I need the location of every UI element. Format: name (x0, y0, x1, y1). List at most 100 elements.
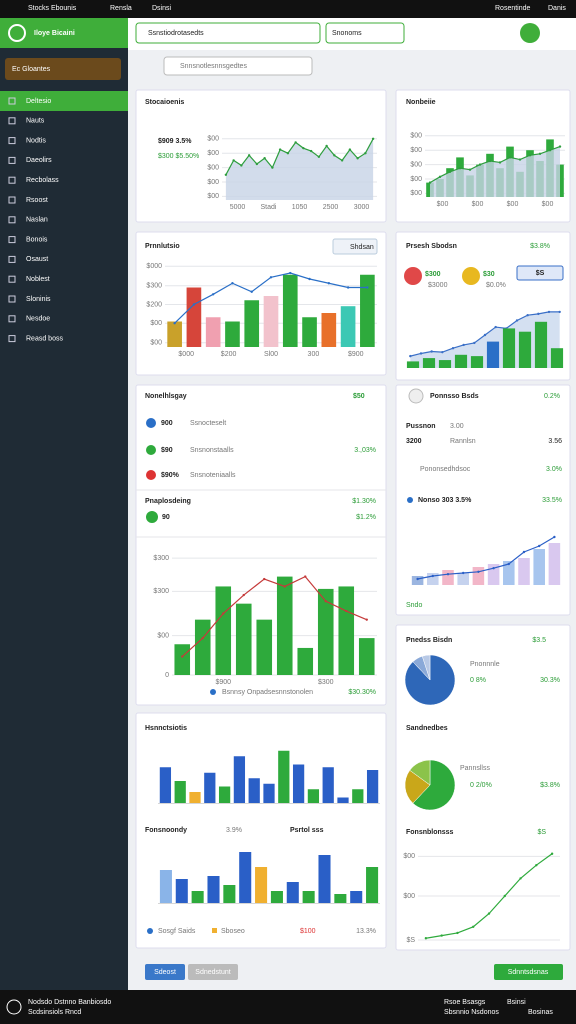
menu-item: Daeolirs (26, 157, 52, 164)
label: $909 3.5% (158, 138, 192, 145)
badge (462, 267, 480, 285)
brand-bar (0, 18, 128, 48)
bar (321, 313, 337, 347)
row-value: 900 (161, 420, 173, 427)
legend-dot (212, 928, 217, 933)
label: Sndo (406, 602, 422, 609)
menu-item: Recbolass (26, 177, 59, 184)
bar (278, 750, 290, 803)
point (558, 145, 562, 148)
point (428, 181, 432, 184)
label: Shdsan (350, 244, 374, 251)
point (340, 159, 344, 162)
bar (338, 586, 355, 675)
point (487, 912, 491, 915)
bar (223, 885, 236, 903)
bar (248, 778, 260, 803)
point (222, 612, 225, 615)
bar (406, 361, 420, 368)
button[interactable] (145, 964, 185, 980)
x-tick-label: Stadi (261, 204, 277, 211)
search-box-2[interactable] (163, 56, 313, 76)
bar (360, 274, 375, 347)
label: $100 (300, 928, 316, 935)
point (424, 937, 428, 940)
label: Danis (548, 5, 566, 12)
bar (239, 852, 252, 903)
bar (534, 321, 548, 368)
y-tick-label: $300 (153, 555, 169, 562)
label: $30 (483, 271, 495, 278)
y-tick-label: $00 (410, 147, 422, 154)
label: 13.3% (356, 928, 376, 935)
bar (282, 274, 298, 347)
label: $3.8% (530, 243, 550, 250)
card-title: Hsnnctsiotis (145, 725, 187, 732)
bar (422, 358, 436, 368)
y-tick-label: $00 (157, 632, 169, 639)
bar (270, 891, 283, 903)
point (519, 877, 522, 880)
y-tick-label: $S (406, 937, 415, 944)
menu-icon (8, 236, 16, 244)
menu-icon (8, 156, 16, 164)
point (440, 934, 443, 937)
point (263, 577, 266, 581)
label: Nodsdo Dstnno Banbiosdo (28, 999, 111, 1006)
menu-icon (8, 97, 16, 105)
bar (340, 306, 356, 347)
label: Fonsnoondy (145, 827, 187, 834)
point (289, 271, 292, 275)
y-tick-label: $300 (153, 588, 169, 595)
card-title: Pnedss Bisdn (406, 637, 452, 644)
sidebar-search[interactable] (5, 58, 121, 80)
avatar[interactable] (520, 23, 540, 43)
logo (8, 24, 26, 42)
point (550, 852, 554, 855)
point (345, 609, 348, 613)
label: Sandnedbes (406, 725, 448, 732)
point (365, 618, 368, 621)
label: Iloye Bicaini (34, 30, 75, 37)
point (325, 144, 328, 148)
active-item[interactable] (0, 91, 128, 111)
label: Bsnnsy Onpadsesnnstonolen (222, 689, 313, 696)
y-tick-label: 0 (165, 672, 169, 679)
label: Ec Gloantes (12, 66, 51, 73)
y-tick-label: $000 (146, 263, 162, 270)
label: Dsinsi (152, 5, 172, 12)
card (395, 384, 571, 616)
bar (235, 603, 252, 675)
label: Snonoms (332, 30, 362, 37)
point (286, 152, 290, 155)
area (225, 138, 374, 200)
bar (486, 341, 500, 368)
y-tick-label: $00 (403, 853, 415, 860)
search-box[interactable] (135, 22, 321, 44)
point (419, 352, 423, 355)
bar (263, 783, 275, 803)
bar (442, 570, 454, 585)
point (538, 152, 542, 155)
menu-item: Nodtis (26, 137, 46, 144)
point (462, 571, 465, 575)
label: 3.9% (226, 827, 242, 834)
x-tick-label: $000 (178, 351, 194, 358)
point (269, 276, 273, 279)
label: Rsoe Bsasgs (444, 999, 486, 1006)
y-tick-label: $00 (150, 320, 162, 327)
label: Pussnon (406, 423, 436, 430)
field[interactable] (325, 22, 405, 44)
point (494, 325, 497, 329)
label: 0.2% (544, 393, 560, 400)
card-title: Nonelhlsgay (145, 393, 187, 400)
label: Ssnocteselt (190, 420, 226, 427)
button[interactable] (494, 964, 563, 980)
y-tick-label: $00 (207, 193, 219, 200)
point (430, 350, 433, 353)
bar (366, 867, 379, 903)
button[interactable] (188, 964, 238, 980)
bar (337, 797, 349, 803)
bar (194, 619, 211, 675)
menu-item: Noblest (26, 276, 50, 283)
